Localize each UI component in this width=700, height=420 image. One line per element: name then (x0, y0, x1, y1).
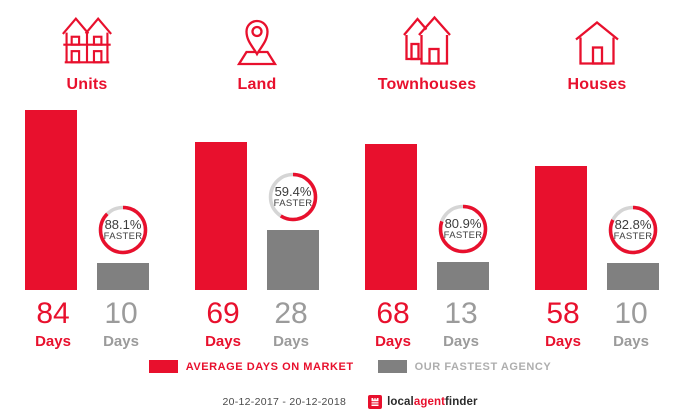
badge-ring-progress (608, 205, 658, 255)
fastest-agency-bar (437, 262, 489, 290)
avg-days-bar (535, 166, 587, 290)
land-icon (234, 12, 280, 66)
badge-text: 82.8% FASTER (608, 205, 658, 255)
avg-days-unit: Days (545, 333, 581, 350)
category-label: Houses (567, 76, 627, 93)
fastest-agency-bar (97, 263, 149, 290)
value-labels: 69 Days 28 Days (195, 297, 319, 351)
date-range: 20-12-2017 - 20-12-2018 (222, 396, 347, 408)
faster-badge: 82.8% FASTER (608, 205, 658, 255)
legend-fast-swatch (377, 360, 407, 373)
legend-avg-swatch (148, 360, 178, 373)
townhouses-icon (402, 12, 452, 66)
avg-days-bar (365, 144, 417, 290)
avg-days-unit: Days (205, 333, 241, 350)
logo-text: localagentfinder (387, 396, 477, 408)
legend-avg-label: AVERAGE DAYS ON MARKET (185, 360, 354, 373)
group-houses: Houses 82.8% FASTER 58 (512, 12, 682, 350)
badge-text: 59.4% FASTER (268, 172, 318, 222)
group-land: Land 59.4% FASTER 69 (172, 12, 342, 350)
fastest-days-number: 13 (444, 297, 478, 330)
houses-icon (574, 12, 620, 66)
units-icon (60, 12, 114, 66)
legend-item-average: AVERAGE DAYS ON MARKET (148, 360, 354, 373)
avg-days-value: 84 Days (25, 297, 81, 351)
logo-suffix: finder (445, 396, 478, 408)
fastest-days-unit: Days (273, 333, 309, 350)
logo-accent: agent (413, 396, 445, 408)
fastest-agency-bar (267, 230, 319, 290)
fastest-days-number: 10 (104, 297, 138, 330)
avg-days-number: 58 (546, 297, 580, 330)
fastest-days-number: 28 (274, 297, 308, 330)
faster-word: FASTER (443, 229, 483, 241)
avg-days-number: 68 (376, 297, 410, 330)
faster-percent: 82.8% (614, 216, 652, 232)
avg-days-value: 69 Days (195, 297, 251, 351)
category-label: Units (66, 76, 108, 93)
badge-ring-progress (98, 205, 148, 255)
fastest-days-unit: Days (103, 333, 139, 350)
badge-ring-progress (268, 172, 318, 222)
localagentfinder-logo: localagentfinder (368, 395, 477, 409)
avg-days-value: 68 Days (365, 297, 421, 351)
faster-word: FASTER (273, 197, 313, 209)
category-label: Land (237, 76, 277, 93)
value-labels: 68 Days 13 Days (365, 297, 489, 351)
faster-percent: 88.1% (104, 216, 142, 232)
faster-badge: 59.4% FASTER (268, 172, 318, 222)
faster-percent: 80.9% (444, 215, 482, 231)
faster-percent: 59.4% (274, 183, 312, 199)
logo-prefix: local (387, 396, 414, 408)
faster-badge: 80.9% FASTER (438, 204, 488, 254)
fastest-days-value: 13 Days (433, 297, 489, 351)
bar-pair: 80.9% FASTER (365, 108, 489, 290)
bar-pair: 82.8% FASTER (535, 108, 659, 290)
badge-ring-progress (438, 204, 488, 254)
badge-text: 80.9% FASTER (438, 204, 488, 254)
avg-days-number: 84 (36, 297, 70, 330)
group-units: Units 88.1% FASTER 84 (2, 12, 172, 350)
bar-pair: 59.4% FASTER (195, 108, 319, 290)
value-labels: 84 Days 10 Days (25, 297, 149, 351)
avg-days-unit: Days (375, 333, 411, 350)
fastest-agency-bar (607, 263, 659, 290)
faster-word: FASTER (103, 230, 143, 242)
category-label: Townhouses (377, 76, 477, 93)
fastest-days-value: 28 Days (263, 297, 319, 351)
avg-days-number: 69 (206, 297, 240, 330)
avg-days-bar (195, 142, 247, 290)
localagentfinder-logo-icon (368, 395, 383, 409)
avg-days-bar (25, 110, 77, 290)
group-townhouses: Townhouses 80.9% FASTER 68 (342, 12, 512, 350)
legend-fast-label: OUR FASTEST AGENCY (414, 360, 552, 373)
bar-pair: 88.1% FASTER (25, 108, 149, 290)
fastest-days-unit: Days (443, 333, 479, 350)
avg-days-unit: Days (35, 333, 71, 350)
footer: 20-12-2017 - 20-12-2018 localagentfinder (0, 395, 700, 409)
category-groups: Units 88.1% FASTER 84 (2, 12, 682, 350)
fastest-days-value: 10 Days (603, 297, 659, 351)
chart-legend: AVERAGE DAYS ON MARKET OUR FASTEST AGENC… (0, 360, 700, 373)
value-labels: 58 Days 10 Days (535, 297, 659, 351)
fastest-days-value: 10 Days (93, 297, 149, 351)
badge-text: 88.1% FASTER (98, 205, 148, 255)
faster-word: FASTER (613, 230, 653, 242)
fastest-days-unit: Days (613, 333, 649, 350)
avg-days-value: 58 Days (535, 297, 591, 351)
faster-badge: 88.1% FASTER (98, 205, 148, 255)
legend-item-fastest: OUR FASTEST AGENCY (377, 360, 552, 373)
fastest-days-number: 10 (614, 297, 648, 330)
